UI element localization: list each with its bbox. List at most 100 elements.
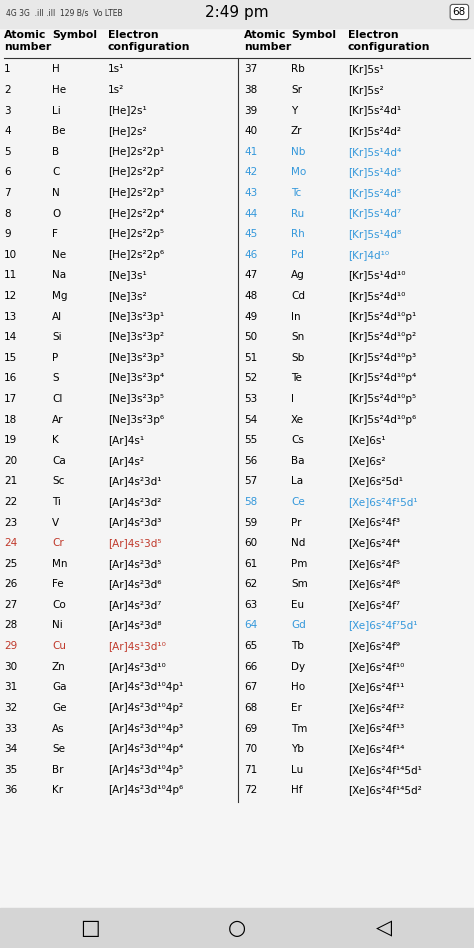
Text: 31: 31 <box>4 683 17 692</box>
Text: Ag: Ag <box>291 270 305 281</box>
Text: Cr: Cr <box>52 538 64 548</box>
Text: 1s¹: 1s¹ <box>108 64 124 74</box>
Text: As: As <box>52 723 64 734</box>
Bar <box>0 0 474 28</box>
Text: 34: 34 <box>4 744 17 754</box>
Text: 5: 5 <box>4 147 10 156</box>
Text: Lu: Lu <box>291 765 303 775</box>
Text: He: He <box>52 85 66 95</box>
Text: [Xe]6s²4f³: [Xe]6s²4f³ <box>348 518 400 527</box>
Text: K: K <box>52 435 59 446</box>
Text: [Xe]6s²4f¹¹: [Xe]6s²4f¹¹ <box>348 683 404 692</box>
Text: Sn: Sn <box>291 332 304 342</box>
Text: 56: 56 <box>244 456 257 465</box>
Text: [Kr]5s²4d¹⁰p²: [Kr]5s²4d¹⁰p² <box>348 332 416 342</box>
Text: 15: 15 <box>4 353 17 363</box>
Text: Eu: Eu <box>291 600 304 610</box>
Text: [Ar]4s²3d¹⁰4p⁴: [Ar]4s²3d¹⁰4p⁴ <box>108 744 183 754</box>
Text: C: C <box>52 167 59 177</box>
Text: Ti: Ti <box>52 497 61 507</box>
Text: Fe: Fe <box>52 579 64 590</box>
Text: 2:49 pm: 2:49 pm <box>205 5 269 20</box>
Text: 60: 60 <box>244 538 257 548</box>
Text: N: N <box>52 188 60 198</box>
Text: [He]2s²2p⁶: [He]2s²2p⁶ <box>108 249 164 260</box>
Text: [Ne]3s²3p¹: [Ne]3s²3p¹ <box>108 312 164 321</box>
Text: ◁: ◁ <box>376 918 392 938</box>
Text: [He]2s²2p⁵: [He]2s²2p⁵ <box>108 229 164 239</box>
Text: Ge: Ge <box>52 702 66 713</box>
Text: [Kr]5s²4d¹: [Kr]5s²4d¹ <box>348 105 401 116</box>
Text: 32: 32 <box>4 702 17 713</box>
Text: P: P <box>52 353 58 363</box>
Text: Dy: Dy <box>291 662 305 672</box>
Text: ○: ○ <box>228 918 246 938</box>
Text: [Xe]6s²4f¹⁰: [Xe]6s²4f¹⁰ <box>348 662 404 672</box>
Text: [He]2s²: [He]2s² <box>108 126 146 137</box>
Text: Cu: Cu <box>52 641 66 651</box>
Text: [Ne]3s²3p⁴: [Ne]3s²3p⁴ <box>108 374 164 383</box>
Text: [Ar]4s²3d¹: [Ar]4s²3d¹ <box>108 476 162 486</box>
Text: Na: Na <box>52 270 66 281</box>
Text: 21: 21 <box>4 476 17 486</box>
Text: [Xe]6s²4f⁵: [Xe]6s²4f⁵ <box>348 558 400 569</box>
Text: 36: 36 <box>4 785 17 795</box>
Text: 50: 50 <box>244 332 257 342</box>
Text: Yb: Yb <box>291 744 304 754</box>
Text: 8: 8 <box>4 209 10 218</box>
Text: [He]2s²2p³: [He]2s²2p³ <box>108 188 164 198</box>
Text: Te: Te <box>291 374 302 383</box>
Text: 4: 4 <box>4 126 10 137</box>
Text: [Ar]4s²3d⁵: [Ar]4s²3d⁵ <box>108 558 161 569</box>
Text: Gd: Gd <box>291 621 306 630</box>
Text: 62: 62 <box>244 579 257 590</box>
Text: Xe: Xe <box>291 414 304 425</box>
Text: F: F <box>52 229 58 239</box>
Text: 66: 66 <box>244 662 257 672</box>
Text: 39: 39 <box>244 105 257 116</box>
Text: Symbol: Symbol <box>291 30 336 40</box>
Text: [Kr]5s²4d¹⁰p⁴: [Kr]5s²4d¹⁰p⁴ <box>348 374 416 383</box>
Text: Cl: Cl <box>52 394 63 404</box>
Text: Electron
configuration: Electron configuration <box>108 30 191 51</box>
Text: O: O <box>52 209 60 218</box>
Text: 47: 47 <box>244 270 257 281</box>
Text: 51: 51 <box>244 353 257 363</box>
Text: [Kr]5s¹4d⁵: [Kr]5s¹4d⁵ <box>348 167 401 177</box>
Text: 1: 1 <box>4 64 10 74</box>
Text: 33: 33 <box>4 723 17 734</box>
Text: Zr: Zr <box>291 126 302 137</box>
Text: 61: 61 <box>244 558 257 569</box>
Text: Y: Y <box>291 105 297 116</box>
Text: 19: 19 <box>4 435 17 446</box>
Text: 42: 42 <box>244 167 257 177</box>
Text: 37: 37 <box>244 64 257 74</box>
Text: Sr: Sr <box>291 85 302 95</box>
Text: 9: 9 <box>4 229 10 239</box>
Text: Rb: Rb <box>291 64 305 74</box>
Text: [Kr]5s²4d²: [Kr]5s²4d² <box>348 126 401 137</box>
Text: 23: 23 <box>4 518 17 527</box>
Text: 29: 29 <box>4 641 17 651</box>
Text: [Ar]4s¹3d⁵: [Ar]4s¹3d⁵ <box>108 538 162 548</box>
Text: 43: 43 <box>244 188 257 198</box>
Text: [He]2s²2p⁴: [He]2s²2p⁴ <box>108 209 164 218</box>
Text: Cd: Cd <box>291 291 305 301</box>
Text: [Kr]5s¹4d⁷: [Kr]5s¹4d⁷ <box>348 209 401 218</box>
Text: Atomic
number: Atomic number <box>244 30 291 51</box>
Text: [Ar]4s²3d¹⁰4p¹: [Ar]4s²3d¹⁰4p¹ <box>108 683 183 692</box>
Text: 68: 68 <box>244 702 257 713</box>
Text: [He]2s²2p¹: [He]2s²2p¹ <box>108 147 164 156</box>
Text: 64: 64 <box>244 621 257 630</box>
Text: [Ar]4s²3d²: [Ar]4s²3d² <box>108 497 161 507</box>
Text: [Kr]5s²4d⁵: [Kr]5s²4d⁵ <box>348 188 401 198</box>
Text: 52: 52 <box>244 374 257 383</box>
Text: 67: 67 <box>244 683 257 692</box>
Text: [Kr]5s¹4d⁴: [Kr]5s¹4d⁴ <box>348 147 401 156</box>
Text: [Ar]4s²3d¹⁰4p⁵: [Ar]4s²3d¹⁰4p⁵ <box>108 765 183 775</box>
Text: 18: 18 <box>4 414 17 425</box>
Text: Atomic
number: Atomic number <box>4 30 51 51</box>
Text: [Ar]4s²3d⁶: [Ar]4s²3d⁶ <box>108 579 162 590</box>
Text: [Xe]6s²4f¹⁴5d²: [Xe]6s²4f¹⁴5d² <box>348 785 422 795</box>
Text: [Xe]6s²4f⁷: [Xe]6s²4f⁷ <box>348 600 400 610</box>
